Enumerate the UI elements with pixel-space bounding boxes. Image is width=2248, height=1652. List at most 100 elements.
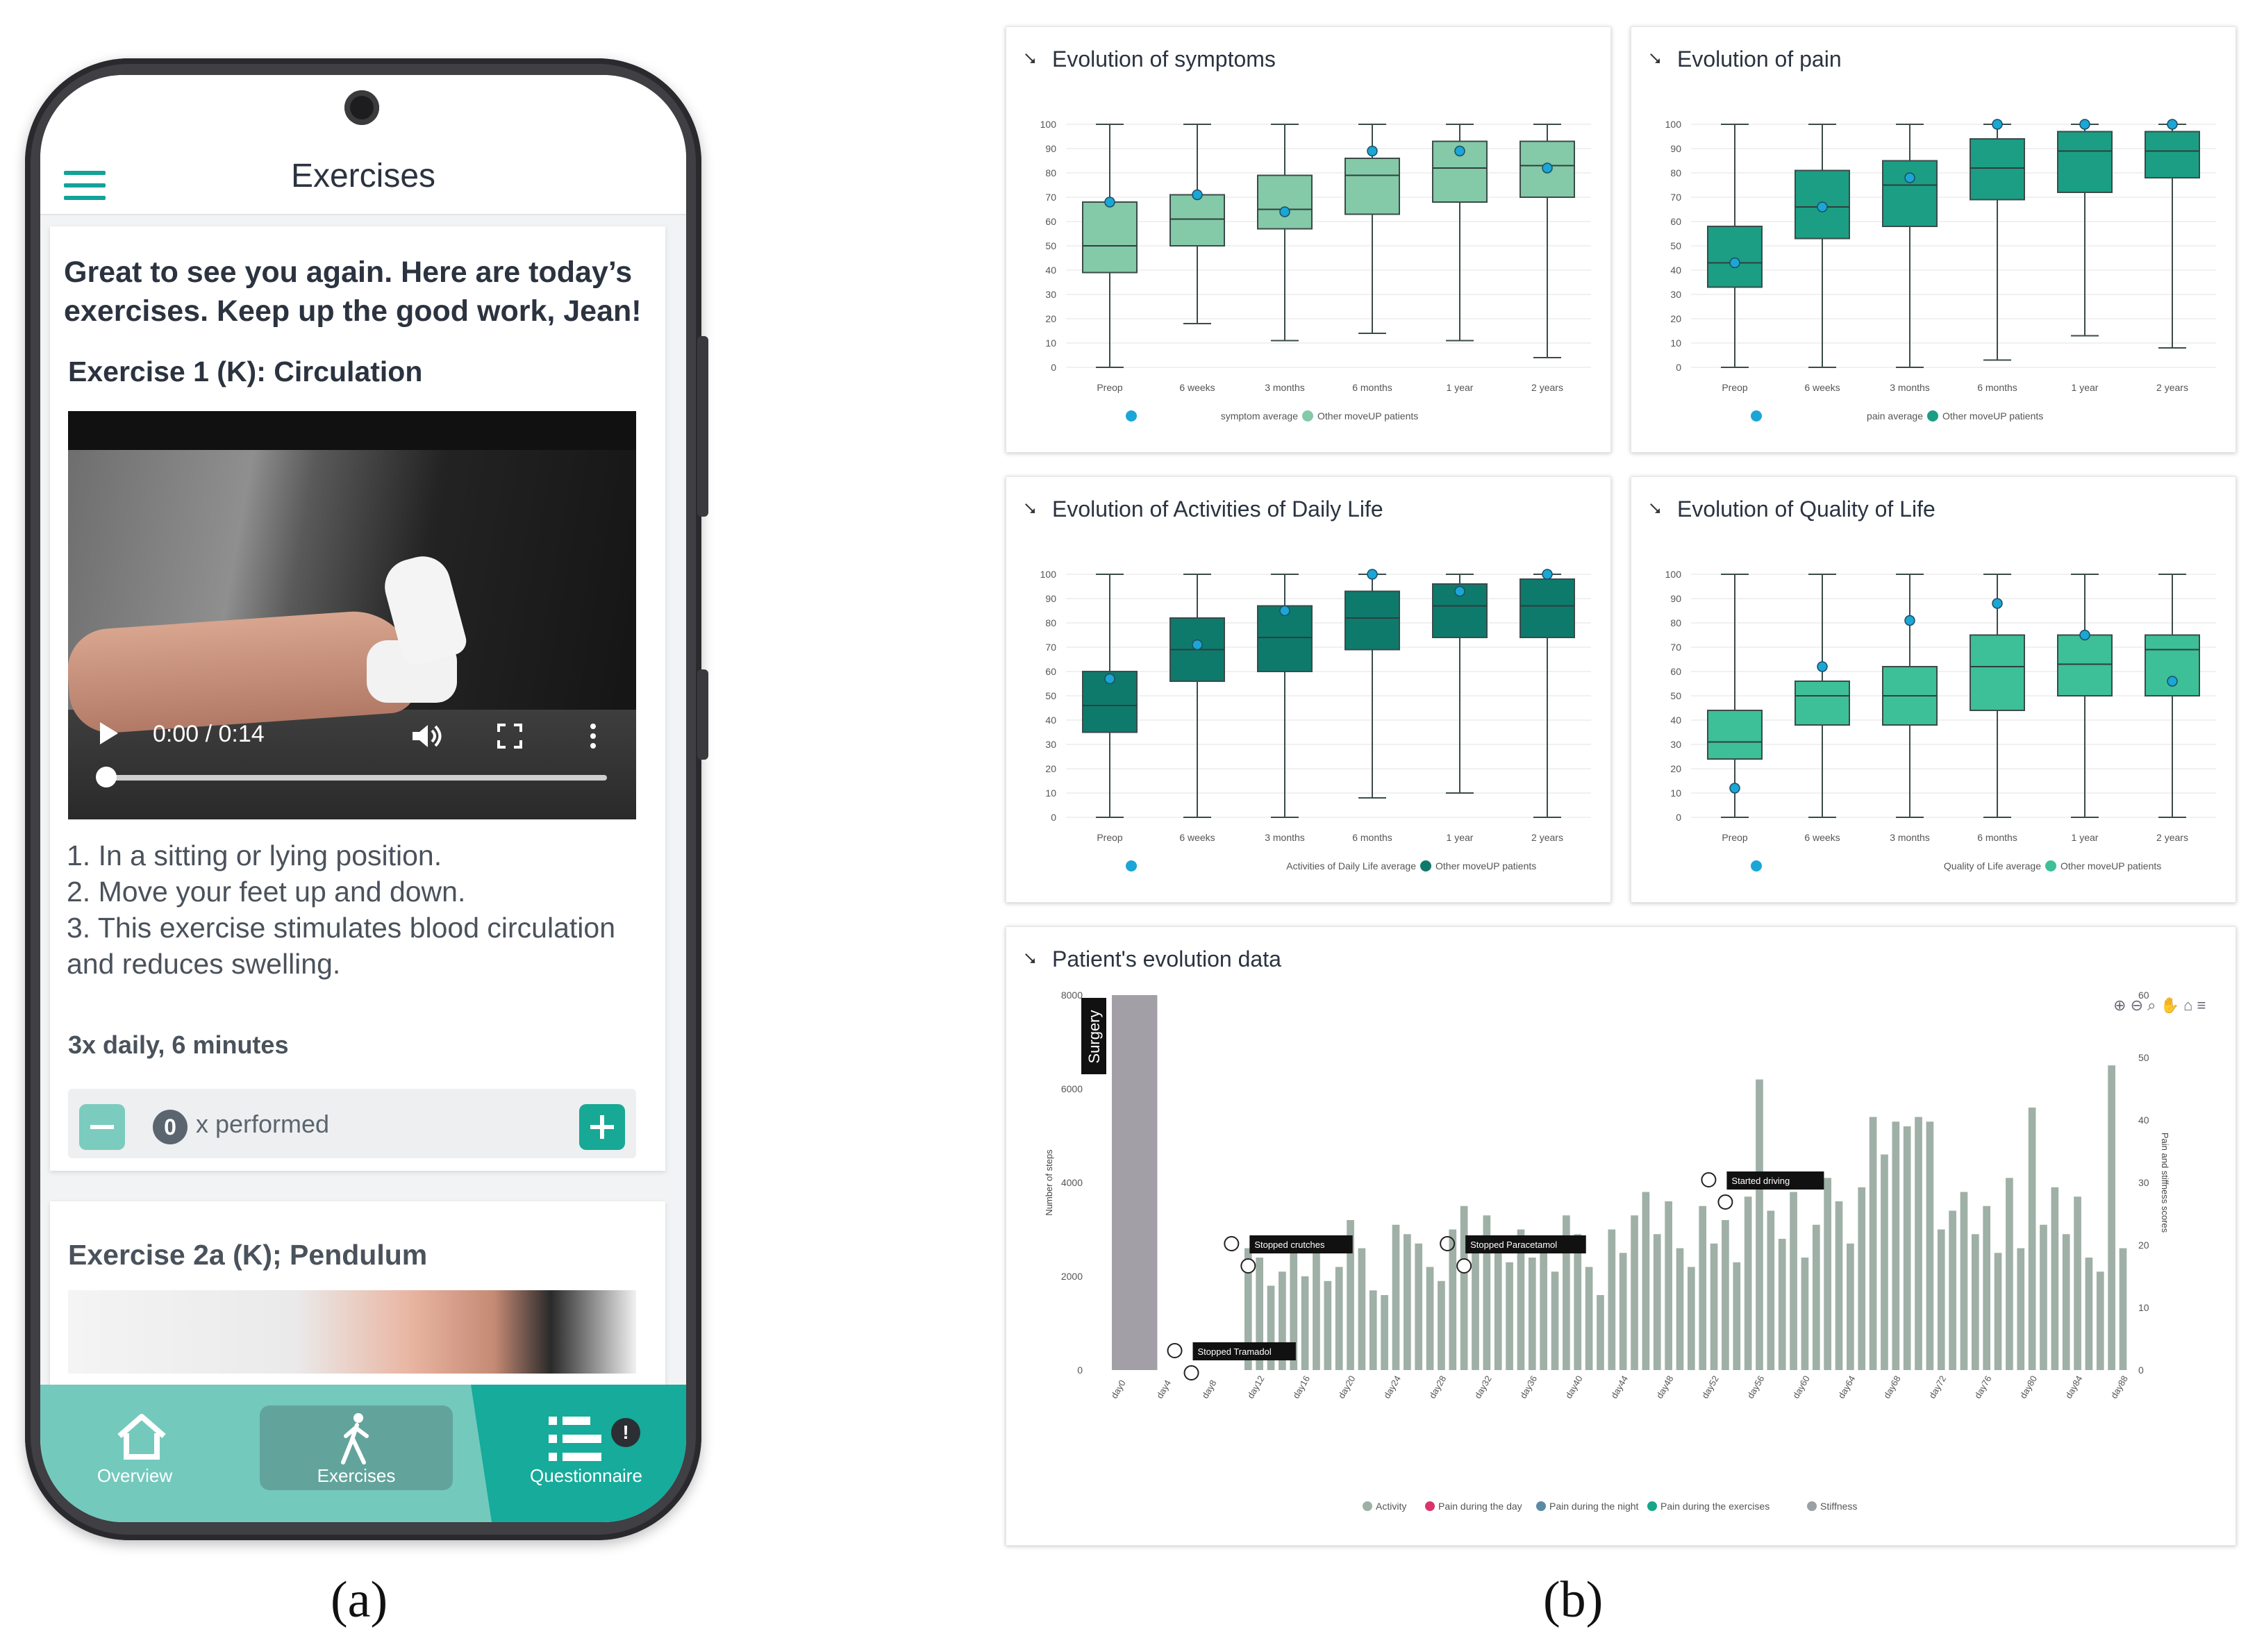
x-tick-label: day8 xyxy=(1199,1378,1218,1401)
reset-home-icon[interactable]: ⌂ xyxy=(2183,996,2193,1014)
tab-overview[interactable]: Overview xyxy=(65,1385,204,1522)
y-right-tick-label: 50 xyxy=(2138,1052,2149,1063)
activity-bar xyxy=(1665,1201,1672,1370)
x-tick-label: day88 xyxy=(2108,1374,2130,1400)
y-left-tick-label: 4000 xyxy=(1061,1177,1083,1188)
y-right-tick-label: 10 xyxy=(2138,1302,2149,1313)
notification-badge: ! xyxy=(611,1418,640,1447)
activity-bar xyxy=(1687,1267,1695,1370)
surgery-label-box xyxy=(1081,998,1106,1074)
magnifier-icon[interactable]: ⌕ xyxy=(2147,996,2156,1014)
increment-button[interactable] xyxy=(579,1104,625,1150)
surgery-band xyxy=(1112,995,1158,1370)
list-icon xyxy=(549,1417,601,1461)
y-tick-label: 20 xyxy=(1670,313,1681,324)
activity-bar xyxy=(1335,1267,1343,1370)
patient-score-point xyxy=(1367,569,1378,580)
more-options-icon[interactable] xyxy=(589,722,597,750)
zoom-out-icon[interactable]: ⊖ xyxy=(2130,996,2143,1014)
caption-a: (a) xyxy=(331,1571,388,1628)
hamburger-menu-icon[interactable] xyxy=(64,171,106,200)
activity-bar xyxy=(1960,1192,1968,1370)
activity-bar xyxy=(2108,1065,2115,1370)
y-tick-label: 90 xyxy=(1670,143,1681,154)
x-tick-label: 6 months xyxy=(1352,832,1392,843)
video-scrubber[interactable] xyxy=(104,775,607,781)
chart-title: Evolution of pain xyxy=(1677,47,1842,72)
y-tick-label: 80 xyxy=(1670,617,1681,628)
tab-questionnaire[interactable]: Questionnaire xyxy=(489,1385,683,1522)
play-icon[interactable] xyxy=(100,722,118,744)
y-tick-label: 60 xyxy=(1670,666,1681,677)
y-tick-label: 30 xyxy=(1045,289,1056,300)
y-tick-label: 10 xyxy=(1670,787,1681,799)
activity-bar xyxy=(1506,1262,1513,1370)
activity-bar xyxy=(1937,1229,1945,1370)
activity-bar xyxy=(1710,1243,1718,1370)
activity-bar xyxy=(1426,1267,1434,1370)
activity-bar xyxy=(1585,1267,1593,1370)
y-tick-label: 70 xyxy=(1670,642,1681,653)
evolution-chart: 0 2000 4000 6000 8000 0 10 20 30 40 50 60 Number of … xyxy=(1044,990,2170,1512)
activity-bar xyxy=(1926,1121,1934,1370)
activity-bar xyxy=(1653,1234,1661,1370)
activity-bar xyxy=(1438,1280,1445,1370)
fullscreen-icon[interactable] xyxy=(497,724,522,749)
patient-score-point xyxy=(1192,189,1203,201)
pan-hand-icon[interactable]: ✋ xyxy=(2160,996,2179,1014)
greeting-text: Great to see you again. Here are today’s… xyxy=(64,256,642,328)
y-right-tick-label: 40 xyxy=(2138,1115,2149,1126)
x-tick-label: day68 xyxy=(1881,1374,1903,1400)
chart-menu-icon[interactable]: ≡ xyxy=(2197,996,2206,1014)
exercise-video-thumbnail[interactable] xyxy=(68,1290,636,1374)
x-tick-label: Preop xyxy=(1097,832,1123,843)
activity-bar xyxy=(2119,1248,2127,1370)
activity-bar xyxy=(2085,1258,2093,1370)
tab-exercises[interactable]: Exercises xyxy=(260,1385,453,1522)
activity-bar xyxy=(2062,1234,2070,1370)
exercise-video[interactable]: 0:00 / 0:14 xyxy=(68,411,636,819)
patient-score-point xyxy=(1817,661,1828,672)
activity-bar xyxy=(1324,1280,1332,1370)
video-time: 0:00 / 0:14 xyxy=(153,721,265,747)
zoom-in-icon[interactable]: ⊕ xyxy=(2113,996,2126,1014)
page-title: Exercises xyxy=(290,158,436,194)
evolution-chart-panel: ⭨ Patient's evolution data ⊕ ⊖ ⌕ ✋ ⌂ ≡ 0… xyxy=(1006,926,2236,1546)
chart-icon: ⭨ xyxy=(1649,498,1661,519)
x-tick-label: Preop xyxy=(1097,382,1123,393)
x-tick-label: day32 xyxy=(1472,1374,1494,1400)
activity-bar xyxy=(1279,1271,1286,1370)
y-right-tick-label: 0 xyxy=(2138,1365,2144,1376)
activity-bar xyxy=(1608,1229,1616,1370)
box xyxy=(1344,590,1400,651)
decrement-button[interactable] xyxy=(79,1104,125,1150)
activity-bar xyxy=(1847,1243,1854,1370)
patient-score-point xyxy=(1992,598,2003,609)
app-header: Exercises xyxy=(40,75,686,215)
y-tick-label: 40 xyxy=(1670,265,1681,276)
x-tick-label: 6 months xyxy=(1977,382,2017,393)
y-tick-label: 10 xyxy=(1670,337,1681,349)
tab-label: Exercises xyxy=(317,1465,396,1486)
event-icon xyxy=(1167,1343,1183,1358)
x-tick-label: Preop xyxy=(1722,832,1748,843)
y-tick-label: 0 xyxy=(1051,812,1056,823)
legend-marker xyxy=(1363,1501,1372,1511)
activity-bar xyxy=(1892,1121,1900,1370)
x-tick-label: day72 xyxy=(1926,1374,1948,1400)
activity-bar xyxy=(1517,1229,1525,1370)
exercise-title: Exercise 1 (K): Circulation xyxy=(68,356,423,387)
activity-bar xyxy=(1619,1253,1627,1370)
y-right-axis-label: Pain and stiffness scores xyxy=(2160,1133,2170,1233)
activity-bar xyxy=(2040,1224,2047,1370)
x-tick-label: day56 xyxy=(1745,1374,1767,1400)
volume-icon[interactable] xyxy=(411,722,446,750)
video-scrubber-handle[interactable] xyxy=(96,767,117,787)
y-tick-label: 70 xyxy=(1670,192,1681,203)
y-tick-label: 20 xyxy=(1045,313,1056,324)
box xyxy=(1795,681,1850,726)
y-tick-label: 100 xyxy=(1665,569,1682,580)
activity-bar xyxy=(1744,1196,1752,1370)
activity-bar xyxy=(2006,1178,2013,1370)
x-tick-label: 3 months xyxy=(1890,382,1930,393)
